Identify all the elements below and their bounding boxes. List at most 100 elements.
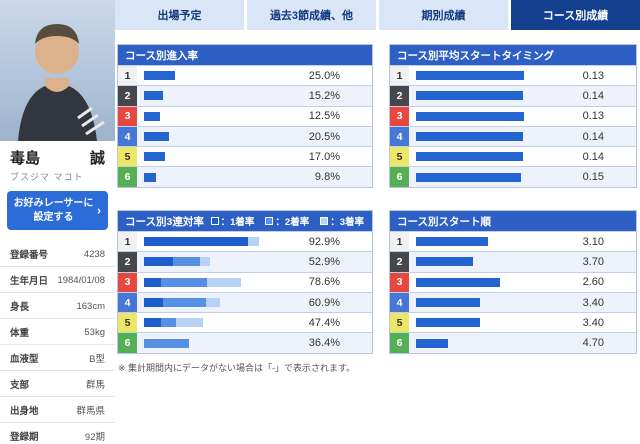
bar-track — [144, 237, 268, 247]
profile-label: 出身地 — [10, 406, 39, 417]
panel-title: コース別3連対率 — [125, 215, 204, 228]
profile-row-2: 身長 163cm — [0, 293, 115, 319]
panel-title: コース別スタート順 — [397, 215, 491, 228]
course-value: 15.2% — [308, 89, 340, 102]
bar-area — [137, 107, 268, 126]
bar-track — [416, 132, 540, 142]
bar-segment-2 — [160, 318, 176, 328]
bar-track — [416, 111, 540, 121]
course-number-badge: 4 — [390, 292, 409, 313]
course-row-1: 1 3.10 — [390, 231, 636, 252]
course-value: 78.6% — [308, 276, 340, 289]
bar-area — [137, 167, 268, 186]
bar-area — [409, 252, 540, 271]
course-value: 0.14 — [582, 150, 604, 163]
bar — [144, 91, 163, 101]
bar-segment-2 — [160, 277, 208, 287]
profile-label: 登録番号 — [10, 250, 49, 261]
course-number-badge: 1 — [390, 66, 409, 86]
course-row-2: 2 3.70 — [390, 251, 636, 272]
bar-area — [137, 127, 268, 146]
panel-course-entry-rate: コース別進入率 1 25.0% 2 15.2% 3 12.5% 4 20.5% 5 17.0% 6 9… — [117, 44, 373, 188]
panel-header: コース別平均スタートタイミング — [390, 45, 636, 65]
bar — [416, 277, 501, 287]
bar-area — [409, 313, 540, 332]
course-number-badge: 5 — [390, 147, 409, 167]
course-value: 3.70 — [582, 255, 604, 268]
course-number-badge: 6 — [390, 333, 409, 353]
bar-area — [137, 313, 268, 332]
profile-row-0: 登録番号 4238 — [0, 241, 115, 267]
course-number-badge: 3 — [390, 272, 409, 292]
bar — [416, 298, 481, 308]
course-row-2: 2 52.9% — [118, 251, 372, 272]
profile-row-4: 血液型 B型 — [0, 345, 115, 371]
bar — [144, 71, 175, 81]
course-row-3: 3 0.13 — [390, 105, 636, 126]
course-number-badge: 2 — [118, 86, 137, 106]
profile-row-3: 体重 53kg — [0, 319, 115, 345]
panel-body: 1 92.9% 2 52.9% 3 78.6% 4 60.9% 5 47.4% 6 36.4% — [118, 231, 372, 353]
bar — [416, 237, 488, 247]
tab-course-results[interactable]: コース別成績 — [511, 0, 640, 30]
bar-track — [144, 257, 268, 267]
course-row-5: 5 47.4% — [118, 312, 372, 333]
course-row-3: 3 78.6% — [118, 271, 372, 292]
main-content: 出場予定 過去3節成績、他 期別成績 コース別成績 コース別進入率 1 25.0% 2 15… — [115, 0, 640, 444]
course-row-4: 4 0.14 — [390, 125, 636, 147]
course-row-6: 6 0.15 — [390, 166, 636, 187]
profile-row-1: 生年月日 1984/01/08 — [0, 267, 115, 293]
bar — [416, 71, 524, 81]
course-number-badge: 1 — [118, 232, 137, 252]
course-number-badge: 5 — [118, 313, 137, 333]
bar-track — [416, 298, 540, 308]
course-value: 3.40 — [582, 296, 604, 309]
bar — [416, 152, 523, 162]
profile-value: 1984/01/08 — [57, 274, 105, 286]
course-number-badge: 3 — [390, 106, 409, 126]
course-value: 92.9% — [308, 235, 340, 248]
profile-label: 登録期 — [10, 432, 39, 443]
profile-value: 163cm — [76, 300, 105, 312]
course-row-4: 4 20.5% — [118, 125, 372, 147]
course-row-6: 6 36.4% — [118, 332, 372, 353]
course-number-badge: 2 — [390, 252, 409, 272]
course-value: 17.0% — [308, 150, 340, 163]
course-value: 47.4% — [308, 316, 340, 329]
course-row-5: 5 0.14 — [390, 146, 636, 167]
course-value: 2.60 — [582, 276, 604, 289]
bar-segment-2 — [172, 257, 201, 267]
course-row-1: 1 25.0% — [118, 65, 372, 86]
profile-label: 身長 — [10, 302, 30, 313]
panel-body: 1 3.10 2 3.70 3 2.60 4 3.40 5 3.40 6 4.70 — [390, 231, 636, 353]
course-value: 12.5% — [308, 110, 340, 123]
panel-avg-start-timing: コース別平均スタートタイミング 1 0.13 2 0.14 3 0.13 4 0.14 5 0.1… — [389, 44, 637, 188]
bar-area — [137, 66, 268, 85]
bar-area — [137, 333, 268, 352]
bar-area — [409, 86, 540, 105]
tab-entry-schedule[interactable]: 出場予定 — [115, 0, 244, 30]
course-row-4: 4 60.9% — [118, 291, 372, 313]
bar — [416, 111, 524, 121]
racer-photo — [0, 0, 115, 141]
course-row-1: 1 92.9% — [118, 231, 372, 252]
panel-title: コース別進入率 — [125, 49, 198, 62]
chevron-right-icon: › — [97, 202, 101, 217]
bar-area — [137, 147, 268, 166]
bar-track — [416, 91, 540, 101]
bar-area — [137, 273, 268, 292]
bar — [416, 91, 523, 101]
course-value: 0.15 — [582, 171, 604, 184]
tab-past-3-results[interactable]: 過去3節成績、他 — [247, 0, 376, 30]
course-row-4: 4 3.40 — [390, 291, 636, 313]
panel-body: 1 25.0% 2 15.2% 3 12.5% 4 20.5% 5 17.0% 6 9.8% — [118, 65, 372, 187]
tab-period-results[interactable]: 期別成績 — [379, 0, 508, 30]
bar-track — [416, 338, 540, 348]
bar-area — [409, 107, 540, 126]
bar-segment-2 — [163, 298, 206, 308]
favorite-racer-button[interactable]: お好みレーサーに 設定する › — [7, 191, 108, 230]
course-number-badge: 4 — [390, 126, 409, 147]
bar-area — [409, 333, 540, 352]
course-row-1: 1 0.13 — [390, 65, 636, 86]
bar-segment-1 — [144, 257, 173, 267]
